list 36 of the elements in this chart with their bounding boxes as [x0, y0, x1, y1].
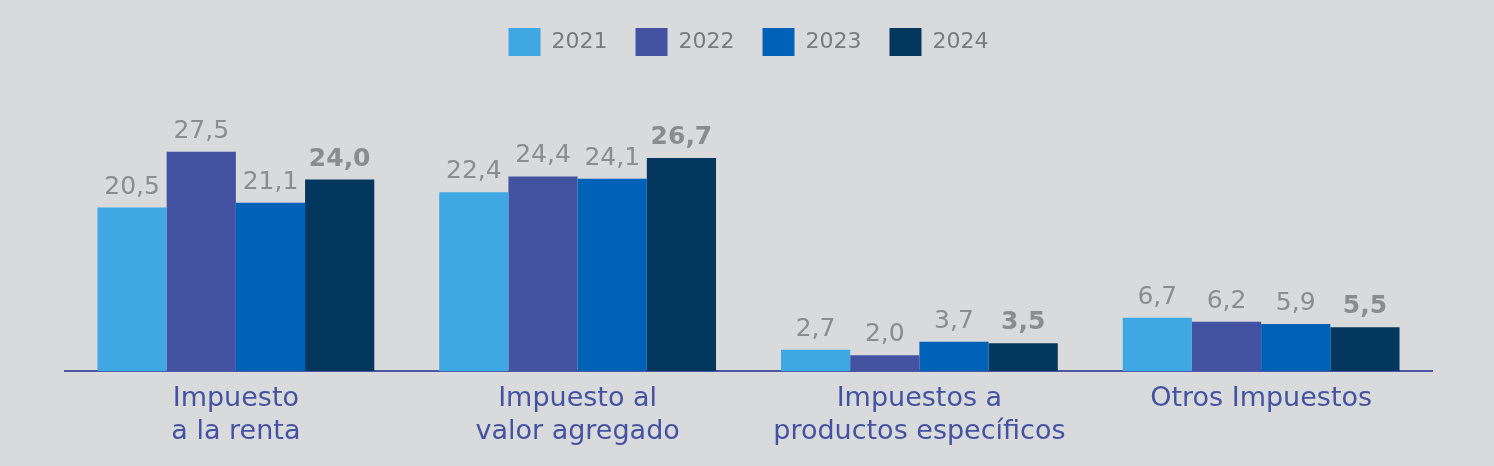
- bar: [439, 192, 509, 372]
- legend-label: 2021: [551, 27, 608, 53]
- data-label: 6,7: [1137, 280, 1178, 310]
- bar: [1330, 327, 1400, 372]
- data-label: 24,1: [584, 141, 641, 171]
- x-tick-label: Impuesto a la renta: [171, 381, 301, 445]
- data-label: 5,5: [1342, 290, 1388, 320]
- bar: [1122, 317, 1192, 372]
- legend-label: 2024: [932, 27, 989, 53]
- data-label: 2,0: [864, 318, 905, 348]
- data-label: 3,7: [934, 304, 974, 334]
- data-label: 5,9: [1275, 287, 1316, 317]
- bar: [97, 207, 167, 372]
- data-label: 24,4: [515, 139, 571, 169]
- data-label: 21,1: [242, 165, 299, 195]
- bar: [235, 202, 306, 372]
- bar: [919, 341, 989, 372]
- bar: [1261, 324, 1331, 372]
- data-label: 26,7: [650, 121, 713, 151]
- data-label: 2,7: [795, 312, 836, 342]
- bar: [780, 349, 851, 372]
- data-label: 22,4: [445, 155, 502, 185]
- bar: [577, 178, 647, 372]
- legend-label: 2022: [678, 27, 735, 53]
- legend-label: 2023: [805, 27, 862, 53]
- data-label: 3,5: [1001, 306, 1046, 336]
- bar: [646, 158, 717, 372]
- bar: [988, 343, 1058, 372]
- x-tick-label: Impuesto al valor agregado: [475, 381, 680, 445]
- data-label: 20,5: [104, 170, 160, 200]
- data-label: 27,5: [173, 114, 230, 144]
- data-label: 6,2: [1206, 284, 1247, 314]
- bar: [305, 179, 375, 372]
- x-tick-label: Impuestos a productos específicos: [773, 381, 1066, 445]
- data-label: 24,0: [308, 142, 371, 172]
- x-tick-label: Otros Impuestos: [1150, 381, 1373, 413]
